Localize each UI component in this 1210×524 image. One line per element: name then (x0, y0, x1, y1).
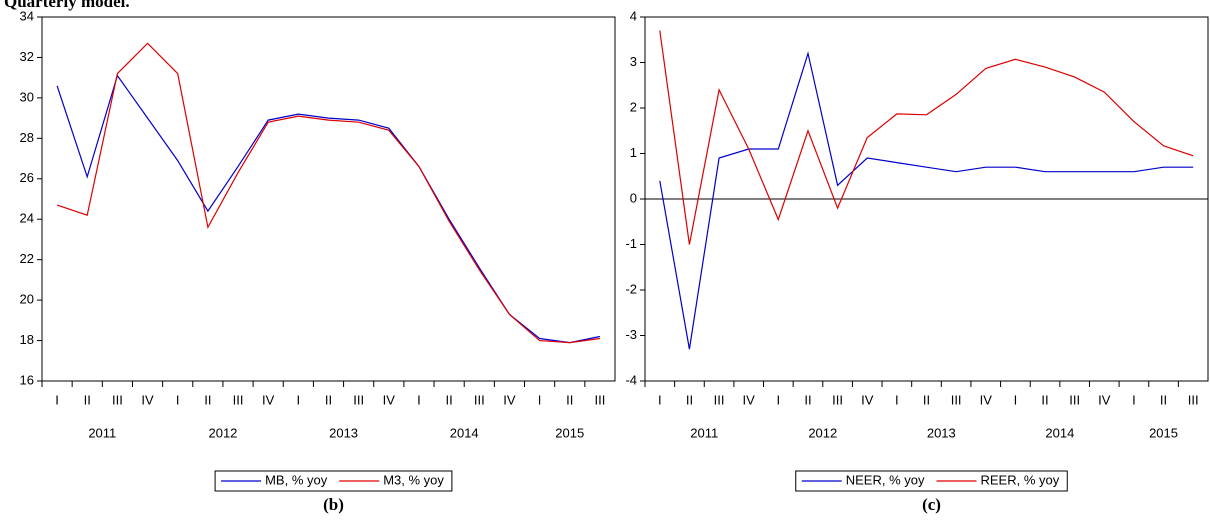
x-group-label: 2012 (208, 425, 237, 440)
x-tick-label: IV (1098, 392, 1111, 407)
y-tick-label: 26 (20, 170, 34, 185)
legend: NEER, % yoy REER, % yoy (795, 470, 1068, 492)
y-tick-label: 22 (20, 251, 34, 266)
x-tick-label: III (832, 392, 843, 407)
line-series (56, 74, 601, 344)
y-tick-label: 28 (20, 130, 34, 145)
line-series (56, 42, 600, 344)
x-tick-label: I (1132, 392, 1136, 407)
x-tick-label: I (538, 392, 542, 407)
x-tick-label: III (233, 392, 244, 407)
x-tick-label: II (1160, 392, 1167, 407)
y-tick-label: -1 (625, 236, 637, 251)
y-tick-label: 1 (630, 145, 637, 160)
x-group-label: 2014 (1045, 425, 1074, 440)
x-tick-label: II (325, 392, 332, 407)
x-tick-label: IV (383, 392, 396, 407)
x-tick-label: III (1069, 392, 1080, 407)
x-tick-label: II (446, 392, 453, 407)
legend-box (795, 470, 1068, 492)
x-group-label: 2014 (450, 425, 479, 440)
x-tick-label: I (658, 392, 662, 407)
x-tick-label: III (112, 392, 123, 407)
x-tick-label: I (417, 392, 421, 407)
x-tick-label: II (84, 392, 91, 407)
y-tick-label: 18 (20, 332, 34, 347)
y-tick-label: 3 (630, 54, 637, 69)
line-series (659, 30, 1194, 245)
x-group-label: 2013 (927, 425, 956, 440)
x-group-label: 2011 (88, 425, 116, 440)
x-tick-label: II (1041, 392, 1048, 407)
line-series (659, 51, 1194, 350)
x-tick-label: II (923, 392, 930, 407)
y-tick-label: -2 (625, 281, 637, 296)
x-tick-label: I (777, 392, 781, 407)
x-tick-label: II (204, 392, 211, 407)
x-group-label: 2015 (1149, 425, 1178, 440)
x-tick-label: III (474, 392, 485, 407)
x-tick-label: III (594, 392, 605, 407)
x-group-label: 2015 (555, 425, 584, 440)
legend-box (214, 470, 453, 492)
x-tick-label: III (951, 392, 962, 407)
x-tick-label: II (566, 392, 573, 407)
x-group-label: 2012 (808, 425, 837, 440)
x-tick-label: III (714, 392, 725, 407)
y-tick-label: 24 (20, 211, 34, 226)
x-tick-label: IV (141, 392, 154, 407)
x-tick-label: IV (980, 392, 993, 407)
x-tick-label: III (353, 392, 364, 407)
x-tick-label: IV (262, 392, 275, 407)
x-tick-label: I (176, 392, 180, 407)
legend-label: REER, % yoy (981, 472, 1060, 487)
caption: (b) (323, 495, 344, 514)
legend-label: NEER, % yoy (846, 472, 925, 487)
x-tick-label: IV (861, 392, 874, 407)
heading: Quarterly model. (4, 0, 130, 11)
legend-label: M3, % yoy (383, 472, 444, 487)
x-tick-label: I (55, 392, 59, 407)
caption: (c) (922, 495, 941, 514)
x-group-label: 2011 (690, 425, 718, 440)
y-tick-label: 20 (20, 292, 34, 307)
x-tick-label: I (297, 392, 301, 407)
y-tick-label: 2 (630, 99, 637, 114)
x-tick-label: II (804, 392, 811, 407)
x-group-label: 2013 (329, 425, 358, 440)
y-tick-label: -4 (625, 372, 637, 387)
y-tick-label: 16 (20, 372, 34, 387)
y-tick-label: 34 (20, 8, 34, 23)
y-tick-label: -3 (625, 327, 637, 342)
x-tick-label: I (1014, 392, 1018, 407)
legend-label: MB, % yoy (265, 472, 328, 487)
y-tick-label: 32 (20, 49, 34, 64)
x-tick-label: IV (743, 392, 756, 407)
y-tick-label: 0 (630, 190, 637, 205)
plot-frame (41, 16, 616, 382)
x-tick-label: IV (503, 392, 516, 407)
x-tick-label: II (686, 392, 693, 407)
y-tick-label: 30 (20, 89, 34, 104)
y-tick-label: 4 (630, 8, 637, 23)
legend: MB, % yoy M3, % yoy (214, 470, 453, 492)
x-tick-label: III (1188, 392, 1199, 407)
x-tick-label: I (895, 392, 899, 407)
